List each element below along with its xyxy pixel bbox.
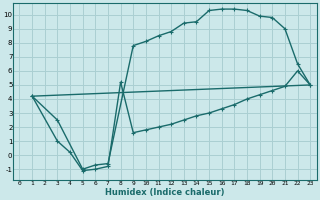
X-axis label: Humidex (Indice chaleur): Humidex (Indice chaleur) (105, 188, 225, 197)
